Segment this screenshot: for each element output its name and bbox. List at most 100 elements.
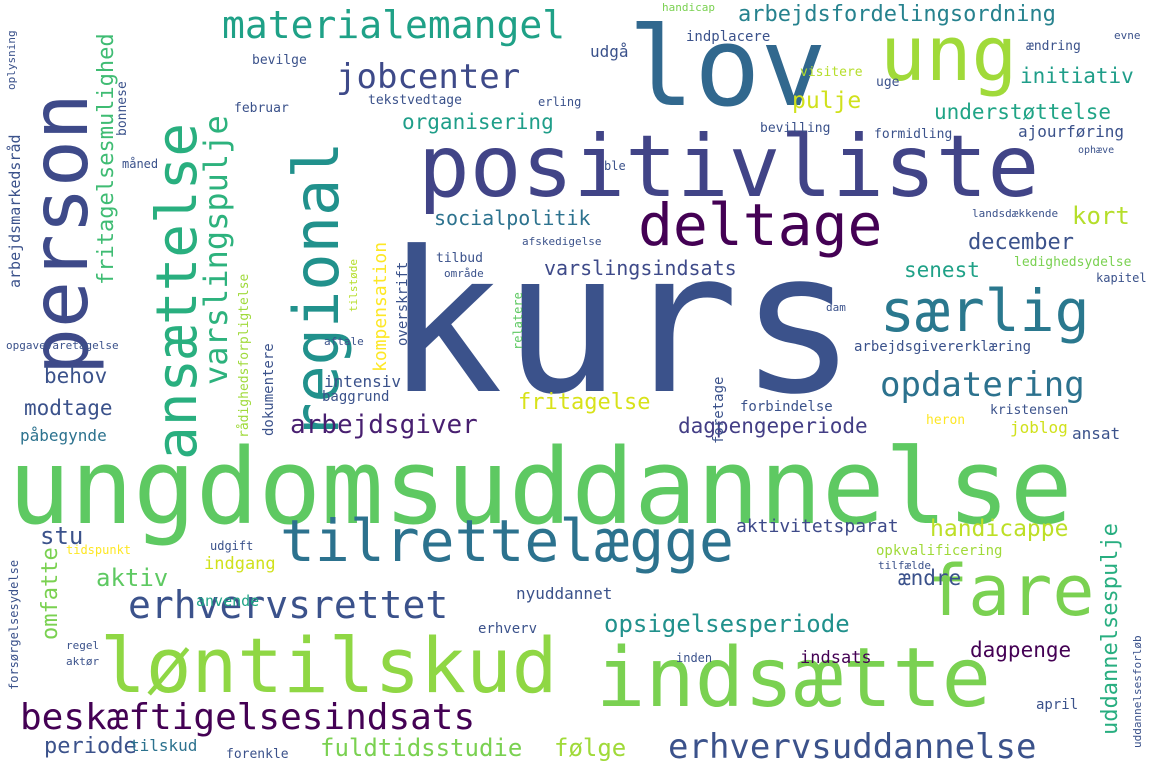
- cloud-word: foretage: [711, 376, 727, 444]
- cloud-word: udgift: [210, 539, 254, 553]
- cloud-word: arbejdsgiver: [290, 410, 478, 440]
- cloud-word: organisering: [402, 110, 554, 134]
- cloud-word: tilstøde: [347, 259, 360, 312]
- cloud-word: ansat: [1072, 424, 1121, 443]
- cloud-word: regel: [66, 639, 100, 652]
- cloud-word: beskæftigelsesindsats: [20, 697, 476, 738]
- cloud-word: socialpolitik: [434, 206, 591, 230]
- cloud-word: ajourføring: [1018, 122, 1124, 141]
- cloud-word: dagpengeperiode: [678, 414, 868, 438]
- cloud-word: opkvalificering: [876, 543, 1003, 559]
- cloud-word: kapitel: [1096, 271, 1147, 285]
- cloud-word: løntilskud: [100, 621, 558, 710]
- cloud-word: særlig: [880, 277, 1090, 345]
- cloud-word: behov: [44, 364, 108, 388]
- cloud-word: understøttelse: [934, 100, 1112, 124]
- cloud-word: dokumentere: [261, 343, 277, 436]
- cloud-word: ændre: [898, 566, 962, 590]
- cloud-word: nyuddannet: [516, 584, 613, 603]
- cloud-word: aktør: [66, 655, 100, 668]
- cloud-word: ung: [880, 9, 1018, 98]
- cloud-word: indsætte: [596, 631, 991, 726]
- cloud-word: intensiv: [324, 372, 402, 391]
- cloud-word: oplysning: [5, 30, 18, 90]
- cloud-word: fare: [926, 550, 1095, 632]
- cloud-word: opsigelsesperiode: [604, 610, 850, 638]
- cloud-word: tekstvedtage: [368, 93, 462, 108]
- cloud-word: ledighedsydelse: [1014, 255, 1132, 270]
- cloud-word: anvende: [196, 592, 260, 610]
- cloud-word: arbejdsgivererklæring: [854, 339, 1032, 355]
- cloud-word: baggrund: [322, 389, 390, 405]
- cloud-word: ble: [604, 159, 626, 173]
- cloud-word: ungdomsuddannelse: [8, 426, 1073, 548]
- cloud-word: fritagelsesmulighed: [94, 33, 119, 285]
- cloud-word: udgå: [590, 42, 629, 61]
- cloud-word: joblog: [1010, 418, 1068, 437]
- cloud-word: bevilling: [760, 121, 831, 136]
- cloud-word: december: [968, 230, 1074, 255]
- cloud-word: kristensen: [990, 403, 1069, 418]
- cloud-word: uddannelsespulje: [1098, 523, 1123, 735]
- cloud-word: aktivitetsparat: [736, 516, 899, 537]
- cloud-word: opgavevaretagelse: [6, 339, 119, 352]
- cloud-word: omfatte: [38, 547, 63, 640]
- cloud-word: påbegynde: [20, 426, 107, 445]
- cloud-word: tidspunkt: [66, 543, 132, 557]
- cloud-word: tilrettelægge: [280, 507, 734, 575]
- cloud-word: varslingsindsats: [544, 256, 737, 280]
- cloud-word: aktiv: [96, 564, 169, 592]
- cloud-word: overskrift: [395, 261, 411, 346]
- cloud-word: afskedigelse: [522, 235, 602, 248]
- cloud-word: kort: [1072, 202, 1130, 230]
- cloud-word: erhvervsrettet: [128, 583, 449, 627]
- cloud-word: tilfælde: [878, 559, 931, 572]
- cloud-word: arbejdsfordelingsordning: [738, 2, 1056, 27]
- cloud-word: kurs: [385, 210, 858, 438]
- cloud-word: arbejdsmarkedsråd: [6, 134, 24, 288]
- cloud-word: erhvervsuddannelse: [668, 727, 1037, 767]
- cloud-word: person: [16, 93, 106, 375]
- cloud-word: bonnese: [115, 81, 130, 136]
- cloud-word: positivliste: [418, 117, 1040, 217]
- cloud-word: opdatering: [880, 365, 1085, 405]
- cloud-word: indgang: [204, 554, 276, 574]
- cloud-word: relatere: [511, 292, 525, 350]
- cloud-word: ophæve: [1078, 145, 1115, 156]
- cloud-word: periode: [44, 734, 137, 759]
- cloud-word: landsdækkende: [972, 207, 1059, 220]
- cloud-word: indplacere: [686, 29, 771, 45]
- cloud-word: senest: [904, 258, 980, 282]
- cloud-word: deltage: [638, 191, 883, 259]
- cloud-word: dam: [826, 301, 846, 314]
- cloud-word: initiativ: [1020, 64, 1134, 88]
- cloud-word: aftale: [324, 335, 364, 348]
- cloud-word: handicappe: [930, 516, 1069, 542]
- cloud-word: lov: [628, 3, 827, 131]
- cloud-word: materialemangel: [222, 3, 566, 47]
- cloud-word: måned: [122, 157, 159, 171]
- cloud-word: uge: [876, 75, 900, 90]
- cloud-word: erling: [538, 95, 582, 109]
- cloud-word: april: [1036, 697, 1079, 713]
- cloud-word: inden: [676, 651, 713, 665]
- cloud-word: forenkle: [226, 747, 289, 762]
- cloud-word: modtage: [24, 396, 113, 420]
- cloud-word: erhverv: [478, 621, 538, 637]
- cloud-word: ændring: [1026, 39, 1081, 54]
- cloud-word: varslingspulje: [197, 115, 235, 385]
- cloud-word: fritagelse: [518, 390, 651, 415]
- cloud-word: dagpenge: [970, 638, 1072, 662]
- cloud-word: heron: [926, 413, 966, 428]
- cloud-word: visitere: [800, 65, 863, 80]
- cloud-word: fuldtidsstudie: [320, 734, 523, 762]
- cloud-word: rådighedsforpligtelse: [237, 273, 252, 438]
- cloud-word: jobcenter: [336, 57, 521, 97]
- cloud-word: forsørgelsesydelse: [7, 559, 21, 690]
- cloud-word: formidling: [874, 127, 953, 142]
- cloud-word: tilskud: [130, 736, 198, 755]
- cloud-word: område: [444, 267, 484, 280]
- cloud-word: handicap: [662, 1, 715, 14]
- cloud-word: indsats: [800, 648, 872, 668]
